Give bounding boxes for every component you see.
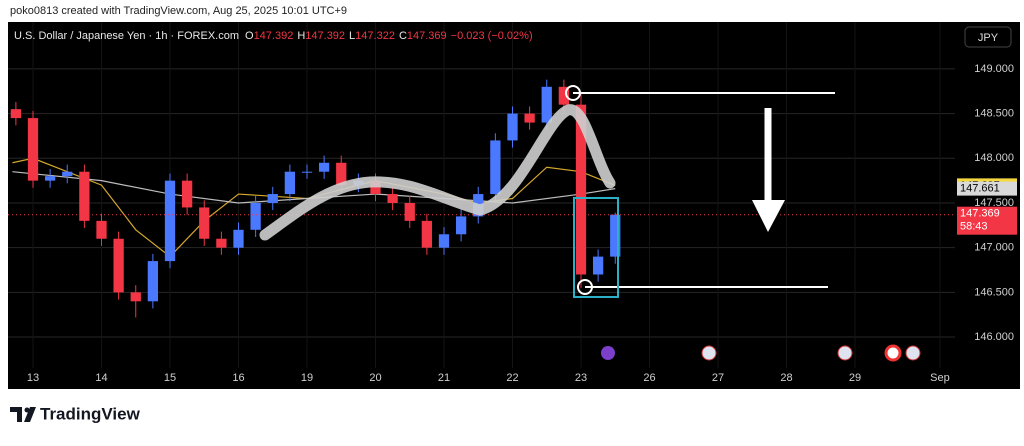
candle-body <box>490 140 501 195</box>
chart-bg <box>8 22 1020 389</box>
y-tick-label: 146.500 <box>974 286 1014 298</box>
candle-body <box>336 162 347 186</box>
candle-body <box>455 216 467 235</box>
candle-body <box>575 104 587 275</box>
event-icon[interactable] <box>905 345 921 361</box>
o-value: 147.392 <box>254 30 294 42</box>
x-tick-label: 16 <box>232 372 244 384</box>
candle-body <box>216 238 227 248</box>
candle-body <box>130 292 141 302</box>
l-value: 147.322 <box>355 30 395 42</box>
c-value: 147.369 <box>407 30 447 42</box>
price-label-box <box>957 181 1017 196</box>
countdown: 58:43 <box>960 221 988 233</box>
candle-body <box>96 220 107 239</box>
o-label: O <box>245 30 254 42</box>
change: −0.023 (−0.02%) <box>451 30 533 42</box>
candle-body <box>44 176 56 181</box>
x-tick-label: Sep <box>930 372 950 384</box>
symbol: U.S. Dollar / Japanese Yen · 1h · FOREX.… <box>14 30 239 42</box>
candle-body <box>404 202 415 221</box>
candle-body <box>284 171 296 195</box>
x-tick-label: 29 <box>849 372 861 384</box>
y-tick-label: 148.000 <box>974 152 1014 164</box>
x-tick-label: 14 <box>95 372 107 384</box>
drawing-arrowhead <box>752 200 785 232</box>
c-label: C <box>399 30 407 42</box>
x-tick-label: 13 <box>27 372 39 384</box>
x-tick-label: 27 <box>712 372 724 384</box>
event-icon[interactable] <box>884 344 902 362</box>
chart-title: U.S. Dollar / Japanese Yen · 1h · FOREX.… <box>14 30 533 42</box>
x-tick-label: 23 <box>575 372 587 384</box>
logo-mark <box>10 407 36 422</box>
candle-body <box>27 118 39 181</box>
currency-button[interactable] <box>964 26 1012 48</box>
event-icon[interactable] <box>837 345 853 361</box>
y-tick-label: 147.000 <box>974 242 1014 254</box>
y-tick-label: 149.000 <box>974 63 1014 75</box>
x-tick-label: 28 <box>780 372 792 384</box>
x-tick-label: 22 <box>506 372 518 384</box>
candle-body <box>387 194 398 203</box>
x-tick-label: 19 <box>301 372 313 384</box>
drawing-curve <box>259 104 616 241</box>
candle-body <box>610 214 621 257</box>
candle-body <box>233 229 244 248</box>
logo-dot <box>24 407 30 413</box>
candle-body <box>199 207 210 239</box>
moving-average <box>12 171 616 204</box>
brand: TradingView <box>40 404 141 423</box>
candle-body <box>592 256 604 275</box>
candle-body <box>181 180 193 208</box>
candle-body <box>301 171 313 173</box>
h-value: 147.392 <box>305 30 345 42</box>
x-tick-label: 21 <box>438 372 450 384</box>
candle-body <box>558 86 570 105</box>
drawing-box <box>573 197 619 298</box>
candle-body <box>524 113 535 123</box>
drawing-circle <box>565 85 581 101</box>
currency[interactable]: JPY <box>978 32 999 44</box>
candle-body <box>421 220 433 248</box>
candle-body <box>438 234 450 248</box>
candle-body <box>507 113 518 141</box>
x-tick-label: 15 <box>164 372 176 384</box>
candle-body <box>113 238 124 293</box>
candle-body <box>164 180 176 262</box>
candle-body <box>147 261 159 302</box>
l-label: L <box>349 30 355 42</box>
event-icon[interactable] <box>701 345 717 361</box>
header: poko0813 created with TradingView.com, A… <box>10 5 347 17</box>
candle-body <box>10 109 22 119</box>
candle-body <box>250 202 261 230</box>
price-label-box <box>957 206 1017 235</box>
event-icon[interactable] <box>601 346 615 360</box>
price-label: 147.661 <box>960 183 1000 195</box>
x-tick-label: 20 <box>369 372 381 384</box>
candle-body <box>62 171 73 177</box>
candle-body <box>541 86 552 123</box>
candle-body <box>267 194 278 203</box>
drawing-circle <box>577 279 593 295</box>
y-tick-label: 147.500 <box>974 197 1014 209</box>
candle-body <box>79 171 90 221</box>
y-tick-label: 146.000 <box>974 331 1014 343</box>
price-label: 147.369 <box>960 208 1000 220</box>
y-tick-label: 148.500 <box>974 108 1014 120</box>
candle-body <box>318 162 330 172</box>
x-tick-label: 26 <box>643 372 655 384</box>
h-label: H <box>297 30 305 42</box>
